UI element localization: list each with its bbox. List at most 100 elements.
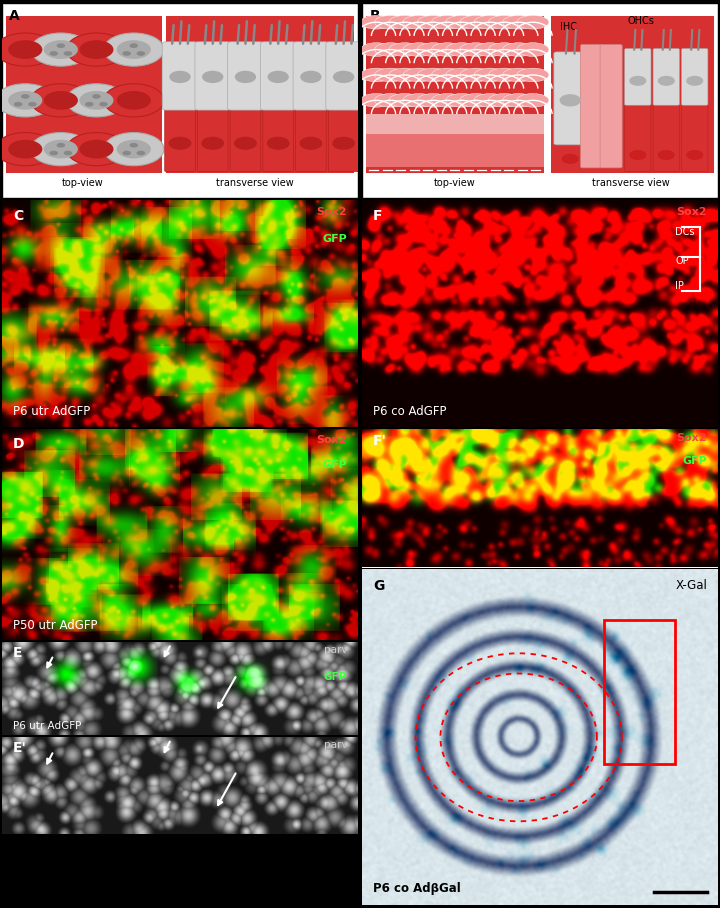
Text: transverse view: transverse view — [592, 178, 670, 188]
Ellipse shape — [446, 15, 478, 29]
FancyBboxPatch shape — [625, 49, 651, 105]
Ellipse shape — [503, 15, 535, 29]
Circle shape — [117, 91, 150, 110]
Circle shape — [659, 76, 674, 85]
Circle shape — [57, 143, 65, 148]
Text: OP: OP — [675, 256, 689, 266]
FancyBboxPatch shape — [230, 107, 261, 172]
FancyBboxPatch shape — [653, 105, 680, 172]
Ellipse shape — [474, 68, 506, 82]
Text: B: B — [369, 8, 380, 23]
Circle shape — [66, 133, 127, 166]
Text: G: G — [373, 579, 384, 594]
FancyBboxPatch shape — [600, 44, 622, 168]
Circle shape — [630, 76, 646, 85]
Circle shape — [0, 133, 55, 166]
Circle shape — [8, 40, 42, 59]
FancyBboxPatch shape — [682, 105, 708, 172]
Circle shape — [562, 154, 578, 163]
Circle shape — [203, 72, 222, 83]
Text: P6 co AdβGal: P6 co AdβGal — [373, 883, 461, 895]
FancyBboxPatch shape — [682, 49, 708, 105]
Ellipse shape — [460, 43, 492, 56]
Ellipse shape — [361, 94, 392, 107]
FancyBboxPatch shape — [261, 42, 296, 110]
Ellipse shape — [403, 43, 435, 56]
Circle shape — [92, 94, 101, 99]
Ellipse shape — [446, 94, 478, 107]
Text: IP: IP — [582, 84, 592, 94]
Bar — [366, 133, 544, 167]
Circle shape — [14, 102, 22, 106]
Text: E: E — [13, 646, 22, 660]
Text: top-view: top-view — [61, 178, 103, 188]
Bar — [551, 16, 714, 173]
Bar — [166, 16, 354, 173]
Text: P6 co AdGFP: P6 co AdGFP — [373, 405, 446, 418]
Ellipse shape — [418, 15, 449, 29]
Ellipse shape — [488, 68, 521, 82]
FancyBboxPatch shape — [326, 42, 361, 110]
Circle shape — [0, 84, 55, 117]
Circle shape — [0, 33, 55, 66]
Text: GFP: GFP — [683, 457, 707, 467]
Text: Sox2: Sox2 — [317, 435, 347, 445]
Bar — [6, 16, 162, 173]
Circle shape — [104, 133, 164, 166]
Circle shape — [235, 72, 256, 83]
Circle shape — [79, 140, 114, 159]
Text: C: C — [13, 209, 23, 222]
Ellipse shape — [488, 15, 521, 29]
FancyBboxPatch shape — [653, 49, 680, 105]
FancyBboxPatch shape — [165, 107, 195, 172]
Circle shape — [659, 151, 674, 159]
Bar — [366, 114, 544, 133]
Text: SC: SC — [334, 138, 347, 148]
Text: top-view: top-view — [433, 178, 475, 188]
Ellipse shape — [517, 94, 549, 107]
Bar — [366, 16, 544, 173]
Ellipse shape — [431, 94, 464, 107]
Text: OP: OP — [601, 84, 615, 94]
Text: F: F — [373, 209, 382, 222]
Circle shape — [560, 94, 580, 106]
Ellipse shape — [517, 43, 549, 56]
Text: parv: parv — [324, 645, 347, 655]
Text: IHC: IHC — [559, 22, 577, 32]
Circle shape — [301, 72, 321, 83]
Ellipse shape — [460, 94, 492, 107]
Circle shape — [104, 33, 164, 66]
FancyBboxPatch shape — [580, 44, 603, 168]
Ellipse shape — [403, 68, 435, 82]
Ellipse shape — [431, 15, 464, 29]
Circle shape — [130, 143, 138, 148]
Ellipse shape — [374, 43, 407, 56]
Circle shape — [28, 102, 37, 106]
Circle shape — [687, 151, 703, 159]
Circle shape — [44, 40, 78, 59]
Ellipse shape — [361, 68, 392, 82]
Circle shape — [137, 151, 145, 155]
Circle shape — [333, 72, 354, 83]
Circle shape — [268, 137, 289, 149]
Text: A: A — [9, 8, 20, 23]
Circle shape — [687, 76, 703, 85]
Ellipse shape — [418, 68, 449, 82]
Ellipse shape — [517, 68, 549, 82]
Circle shape — [85, 102, 94, 106]
Circle shape — [122, 51, 131, 55]
Ellipse shape — [503, 68, 535, 82]
Circle shape — [66, 33, 127, 66]
Ellipse shape — [431, 43, 464, 56]
Circle shape — [44, 91, 78, 110]
Text: Sox2: Sox2 — [677, 433, 707, 443]
Circle shape — [79, 91, 114, 110]
Ellipse shape — [474, 43, 506, 56]
FancyBboxPatch shape — [296, 107, 326, 172]
Circle shape — [79, 40, 114, 59]
Text: OHCs: OHCs — [627, 16, 654, 26]
Ellipse shape — [418, 43, 449, 56]
Circle shape — [66, 84, 127, 117]
Circle shape — [99, 102, 108, 106]
Ellipse shape — [418, 94, 449, 107]
